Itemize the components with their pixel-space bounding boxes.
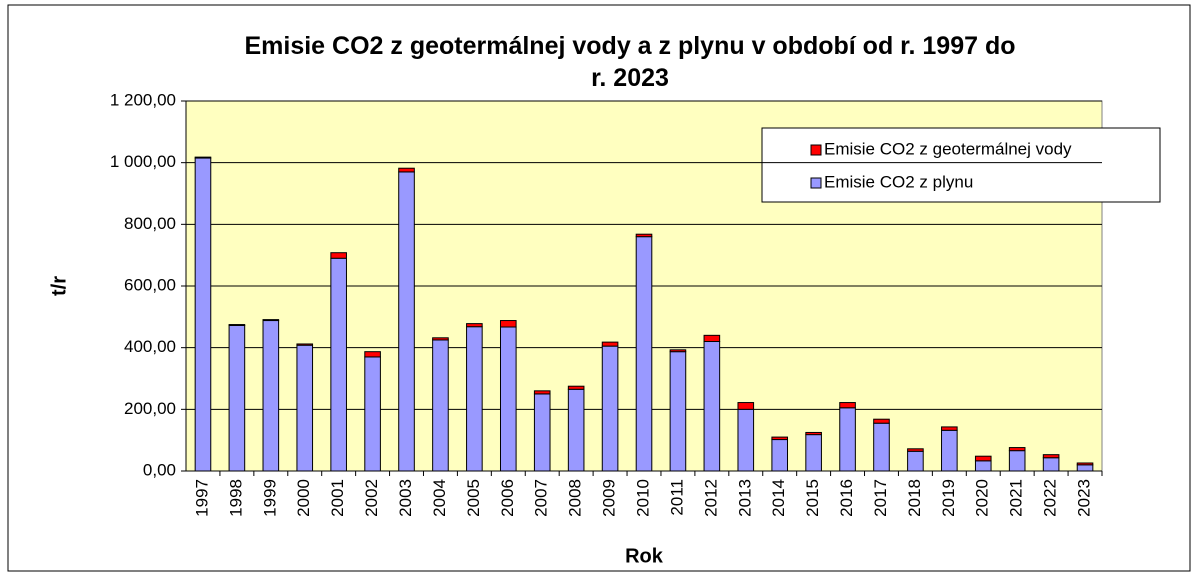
- bar-segment: [330, 257, 347, 472]
- x-tick-label: 2020: [973, 479, 992, 517]
- bar-segment: [432, 337, 449, 341]
- bar-segment: [466, 326, 483, 472]
- bar-segment: [737, 402, 755, 410]
- bar-segment: [567, 385, 585, 390]
- x-tick-label: 2022: [1041, 479, 1060, 517]
- bar-segment: [533, 393, 551, 472]
- x-tick-label: 2011: [667, 479, 686, 516]
- bar-segment: [432, 339, 449, 472]
- bar-segment: [805, 434, 822, 472]
- bar-segment: [669, 351, 687, 472]
- bar-segment: [1042, 454, 1060, 459]
- bar-segment: [228, 324, 246, 326]
- bar-segment: [635, 236, 653, 472]
- bar-segment: [1076, 462, 1094, 466]
- y-tick-label: 800,00: [124, 214, 176, 233]
- bar-segment: [296, 343, 314, 346]
- x-tick-label: 2008: [566, 479, 585, 517]
- bar-segment: [771, 436, 789, 441]
- bar-segment: [330, 252, 347, 259]
- bar-segment: [296, 344, 314, 472]
- bar-segment: [398, 171, 415, 472]
- x-tick-label: 2003: [396, 479, 415, 517]
- bar-segment: [262, 320, 280, 472]
- bar-segment: [737, 408, 755, 472]
- bar-segment: [262, 319, 280, 322]
- legend-label: Emisie CO2 z geotermálnej vody: [824, 139, 1072, 158]
- x-tick-label: 2010: [633, 479, 652, 517]
- bar-segment: [601, 345, 619, 472]
- x-tick-label: 2018: [905, 479, 924, 517]
- bar-segment: [1042, 457, 1060, 472]
- bar-segment: [1008, 450, 1026, 472]
- bar-segment: [533, 390, 551, 395]
- bar-segment: [398, 167, 415, 173]
- bar-segment: [805, 431, 822, 436]
- bar-segment: [839, 402, 856, 409]
- y-tick-label: 200,00: [124, 399, 176, 418]
- x-tick-label: 2006: [498, 479, 517, 517]
- y-axis-label: t/r: [48, 276, 70, 296]
- x-tick-label: 2000: [294, 479, 313, 517]
- x-tick-label: 1998: [226, 479, 245, 517]
- x-tick-label: 2019: [939, 479, 958, 517]
- x-tick-label: 2023: [1075, 479, 1094, 517]
- bar-segment: [907, 448, 924, 452]
- y-tick-label: 1 200,00: [110, 90, 176, 109]
- bar-segment: [941, 429, 958, 472]
- bar-segment: [873, 422, 890, 472]
- x-axis-label: Rok: [625, 545, 664, 567]
- bar-segment: [941, 426, 958, 431]
- legend-swatch: [810, 177, 822, 189]
- x-tick-label: 2004: [430, 479, 449, 517]
- x-tick-label: 2001: [328, 479, 347, 517]
- x-tick-label: 2005: [464, 479, 483, 517]
- bar-segment: [1076, 464, 1094, 472]
- y-tick-label: 400,00: [124, 337, 176, 356]
- legend: [761, 127, 1161, 203]
- bar-segment: [974, 460, 992, 472]
- x-tick-label: 2002: [362, 479, 381, 517]
- x-tick-label: 2009: [600, 479, 619, 517]
- bar-segment: [194, 156, 212, 159]
- x-tick-label: 1997: [192, 479, 211, 517]
- bar-segment: [601, 341, 619, 347]
- legend-swatch: [810, 144, 822, 156]
- x-tick-label: 2016: [837, 479, 856, 517]
- bar-segment: [364, 351, 381, 358]
- bar-segment: [466, 323, 483, 328]
- bar-segment: [635, 233, 653, 238]
- bar-segment: [839, 407, 856, 472]
- x-tick-label: 2013: [735, 479, 754, 517]
- y-tick-label: 600,00: [124, 275, 176, 294]
- bar-segment: [974, 455, 992, 462]
- y-tick-label: 0,00: [143, 460, 176, 479]
- x-tick-label: 2007: [532, 479, 551, 517]
- bar-segment: [703, 334, 721, 343]
- bar-segment: [669, 349, 687, 353]
- x-tick-label: 2015: [803, 479, 822, 517]
- bar-segment: [567, 388, 585, 472]
- bar-segment: [364, 356, 381, 472]
- x-tick-label: 2017: [871, 479, 890, 517]
- x-tick-label: 2014: [769, 479, 788, 517]
- legend-label: Emisie CO2 z plynu: [824, 172, 973, 191]
- y-tick-label: 1 000,00: [110, 152, 176, 171]
- bar-segment: [194, 157, 212, 472]
- bar-segment: [499, 326, 517, 472]
- bar-segment: [907, 450, 924, 472]
- x-tick-label: 2021: [1007, 479, 1026, 517]
- bar-segment: [873, 418, 890, 424]
- bar-segment: [771, 439, 789, 472]
- bar-segment: [703, 341, 721, 472]
- x-tick-label: 2012: [701, 479, 720, 517]
- x-tick-label: 1999: [260, 479, 279, 517]
- bar-segment: [228, 324, 246, 472]
- chart-title: Emisie CO2 z geotermálnej vody a z plynu…: [244, 32, 1016, 92]
- bar-segment: [1008, 447, 1026, 452]
- bar-segment: [499, 320, 517, 328]
